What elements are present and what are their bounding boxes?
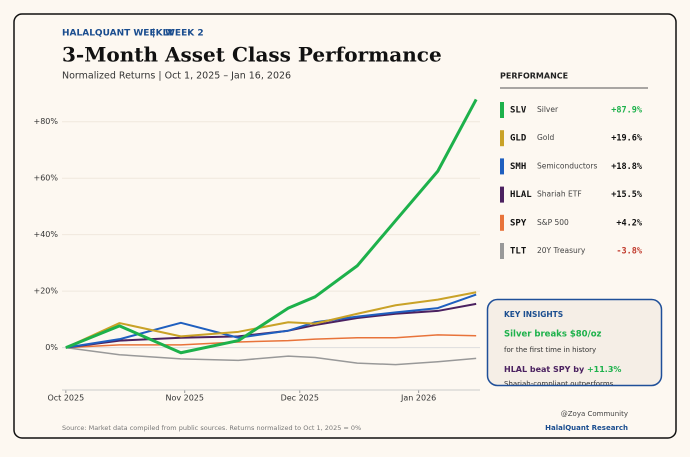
panel-title: PERFORMANCE bbox=[500, 72, 568, 81]
legend-ticker: SPY bbox=[510, 218, 527, 228]
insights-box bbox=[486, 298, 663, 387]
insight-text: HLAL beat SPY by bbox=[504, 365, 585, 374]
source: Source: Market data compiled from public… bbox=[62, 424, 361, 432]
x-tick-label: Jan 2026 bbox=[400, 394, 436, 403]
legend-change: +19.6% bbox=[611, 134, 643, 144]
y-tick-label: +80% bbox=[34, 117, 59, 126]
x-tick-label: Nov 2025 bbox=[165, 394, 204, 403]
insight-headline: HLAL beat SPY by +11.3% bbox=[504, 365, 621, 374]
insights-title: KEY INSIGHTS bbox=[504, 310, 563, 319]
insights: KEY INSIGHTS Silver breaks $80/oz for th… bbox=[504, 310, 621, 388]
legend-change: +18.8% bbox=[611, 162, 643, 172]
legend-name: Gold bbox=[537, 133, 554, 142]
insight-highlight: +11.3% bbox=[587, 365, 621, 374]
y-tick-label: +40% bbox=[34, 230, 59, 239]
title: 3-Month Asset Class Performance bbox=[62, 43, 442, 67]
brand: HalalQuant Research bbox=[545, 424, 628, 432]
separator: | bbox=[152, 29, 155, 39]
x-tick-label: Dec 2025 bbox=[281, 394, 319, 403]
insight-detail: Shariah-compliant outperforms bbox=[504, 380, 614, 388]
legend-name: S&P 500 bbox=[537, 218, 569, 227]
y-tick-label: +20% bbox=[34, 287, 59, 296]
kicker: HALALQUANT WEEKLY bbox=[62, 29, 174, 39]
legend-ticker: HLAL bbox=[510, 190, 532, 200]
week: WEEK 2 bbox=[165, 29, 204, 39]
series-line bbox=[65, 346, 477, 366]
legend-swatch bbox=[500, 243, 504, 259]
legend-ticker: SMH bbox=[510, 162, 526, 172]
legend-swatch bbox=[500, 102, 504, 118]
legend-name: 20Y Treasury bbox=[537, 246, 586, 255]
legend-ticker: GLD bbox=[510, 134, 527, 144]
legend-change: +15.5% bbox=[611, 190, 643, 200]
legend-change: -3.8% bbox=[616, 247, 642, 257]
legend-swatch bbox=[500, 130, 504, 147]
y-tick-label: 0% bbox=[45, 343, 58, 352]
legend-ticker: SLV bbox=[510, 106, 527, 116]
series-line bbox=[65, 98, 478, 355]
legend-swatch bbox=[500, 214, 504, 231]
series-line bbox=[65, 293, 477, 349]
series-line bbox=[65, 291, 477, 349]
series-line bbox=[65, 334, 477, 349]
credit: @Zoya Community bbox=[561, 410, 628, 418]
legend-change: +4.2% bbox=[616, 218, 642, 228]
x-tick-label: Oct 2025 bbox=[47, 394, 84, 403]
legend-swatch bbox=[500, 158, 504, 175]
legend-name: Semiconductors bbox=[537, 161, 597, 170]
legend-swatch bbox=[500, 186, 504, 203]
legend-name: Shariah ETF bbox=[537, 190, 582, 199]
legend-change: +87.9% bbox=[611, 106, 643, 116]
legend-name: Silver bbox=[537, 105, 559, 114]
legend-ticker: TLT bbox=[510, 247, 527, 257]
y-tick-label: +60% bbox=[34, 174, 59, 183]
insight-detail: for the first time in history bbox=[504, 346, 596, 354]
subtitle: Normalized Returns | Oct 1, 2025 – Jan 1… bbox=[62, 71, 291, 82]
insight-headline: Silver breaks $80/oz bbox=[504, 330, 602, 340]
